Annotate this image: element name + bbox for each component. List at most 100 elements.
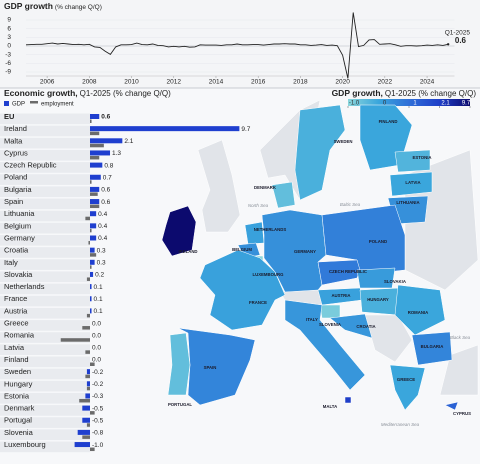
gdp-bar	[90, 138, 123, 144]
subtitle: (% change Q/Q)	[55, 4, 102, 11]
gdp-bar	[90, 259, 95, 265]
category-label: Italy	[4, 258, 18, 267]
annotation: Q1-2025	[445, 30, 471, 37]
gdp-bar	[90, 162, 103, 168]
value-label: -0.5	[92, 405, 104, 412]
category-label: Slovenia	[4, 428, 34, 437]
category-label: Hungary	[4, 379, 33, 388]
row-background	[0, 235, 90, 246]
sea-label: North Sea	[248, 203, 269, 208]
gdp-bar	[90, 284, 92, 290]
category-label: Cyprus	[4, 148, 28, 157]
category-label: France	[4, 294, 27, 303]
gdp-bar	[86, 369, 90, 375]
x-tick-label: 2012	[167, 79, 182, 86]
category-label: Belgium	[4, 221, 31, 230]
bar-title: Economic growth, Q1-2025 (% change Q/Q)	[4, 88, 171, 98]
country	[244, 221, 265, 245]
employment-bar	[90, 155, 100, 160]
row-background	[0, 186, 90, 198]
category-label: Bulgaria	[4, 185, 32, 194]
country-label: FINLAND	[379, 119, 398, 124]
value-label: 0.4	[98, 223, 107, 230]
row-background	[0, 247, 90, 258]
country-label: HUNGARY	[367, 297, 389, 302]
row-background	[0, 441, 90, 453]
country	[444, 401, 459, 411]
row-background	[0, 174, 90, 185]
row-background	[0, 210, 90, 222]
row-background	[0, 307, 90, 319]
value-label: 0.0	[92, 357, 101, 364]
employment-bar	[90, 192, 98, 196]
value-label: 0.6	[101, 187, 110, 194]
value-label: -0.2	[92, 369, 104, 376]
country-label: IRELAND	[178, 249, 197, 254]
country	[394, 149, 431, 173]
country-label: CYPRUS	[453, 411, 471, 416]
country	[177, 327, 256, 406]
value-label: -0.8	[92, 430, 104, 437]
category-label: Luxembourg	[4, 440, 46, 449]
employment-bar	[90, 362, 95, 366]
country-label: GERMANY	[294, 249, 316, 254]
category-label: Romania	[4, 331, 35, 340]
row-background	[0, 113, 90, 125]
value-label: 0.3	[97, 247, 106, 254]
value-label: 0.1	[94, 284, 103, 291]
country-label: LITHUANIA	[396, 200, 419, 205]
category-label: EU	[4, 112, 14, 121]
value-label: -0.2	[92, 381, 104, 388]
legend-label: GDP	[12, 102, 25, 108]
country-label: LATVIA	[405, 180, 420, 185]
value-label: 0.6	[101, 199, 110, 206]
y-tick-label: 3	[7, 34, 11, 41]
country-label: POLAND	[369, 239, 387, 244]
value-label: 1.3	[112, 150, 121, 157]
scale-label: 2.1	[441, 100, 450, 106]
category-label: Malta	[4, 136, 23, 145]
row-background	[0, 320, 90, 331]
y-tick-label: -3	[5, 51, 11, 58]
country-label: SWEDEN	[334, 139, 353, 144]
title: Economic growth,	[4, 88, 78, 98]
category-label: Estonia	[4, 391, 30, 400]
country-label: MALTA	[323, 404, 337, 409]
country-label: DENMARK	[254, 185, 277, 190]
scale-segment	[409, 99, 440, 106]
x-tick-label: 2014	[209, 79, 224, 86]
value-label: 0.2	[95, 272, 104, 279]
y-tick-label: 6	[7, 25, 11, 32]
subtitle: Q1-2025 (% change Q/Q)	[80, 89, 171, 98]
employment-bar	[79, 398, 90, 403]
row-background	[0, 162, 90, 173]
country-label: SLOVENIA	[319, 322, 341, 327]
value-label: 0.8	[104, 162, 113, 169]
land	[197, 139, 241, 233]
category-label: Germany	[4, 233, 35, 242]
row-background	[0, 356, 90, 368]
row-background	[0, 125, 90, 137]
scale-segment	[378, 99, 409, 106]
row-background	[0, 295, 90, 307]
employment-bar	[90, 204, 100, 209]
row-background	[0, 332, 90, 343]
country	[161, 205, 197, 257]
country-label: ESTONIA	[412, 155, 431, 160]
gdp-bar	[90, 126, 240, 132]
x-tick-label: 2024	[420, 79, 435, 86]
country	[261, 209, 327, 293]
y-tick-label: -6	[5, 60, 11, 67]
row-background	[0, 392, 90, 404]
employment-bar	[90, 119, 92, 123]
employment-bar	[90, 265, 92, 269]
employment-bar	[90, 447, 95, 452]
x-tick-label: 2022	[378, 79, 393, 86]
legend-label: employment	[41, 102, 74, 108]
value-label: -0.3	[92, 393, 104, 400]
country	[284, 299, 366, 391]
sea-label: Black Sea	[450, 335, 471, 340]
y-tick-label: -9	[5, 69, 11, 76]
x-tick-label: 2006	[40, 79, 55, 86]
row-background	[0, 380, 90, 392]
